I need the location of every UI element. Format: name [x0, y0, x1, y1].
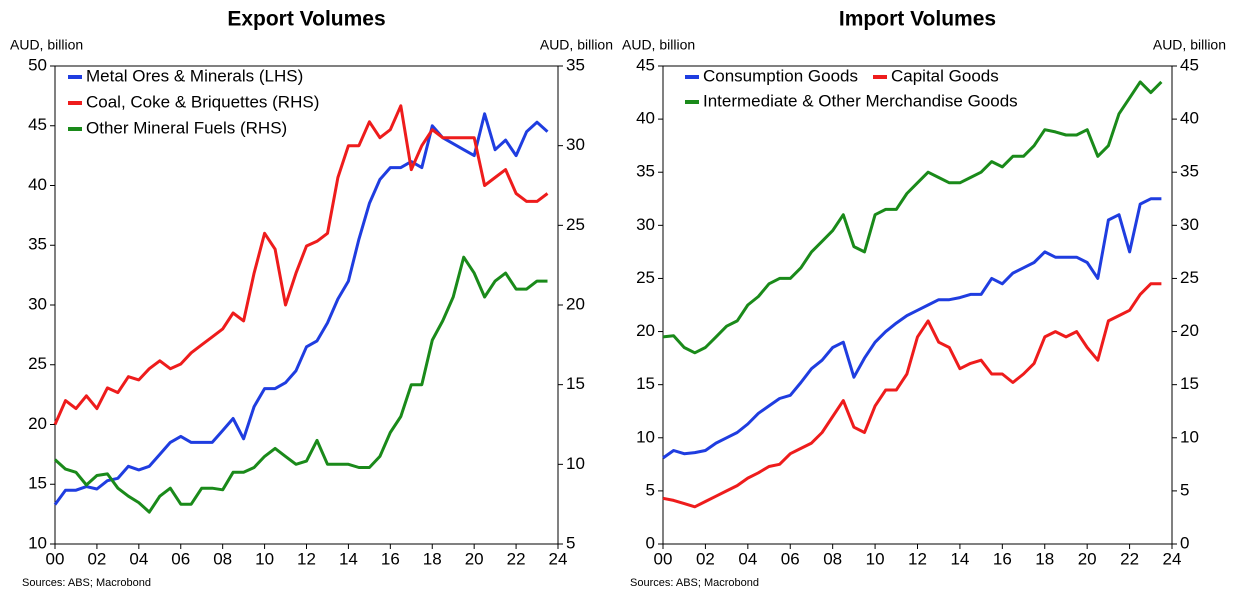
x-tick-label: 08	[823, 549, 842, 568]
y-tick-label: 30	[636, 215, 655, 234]
x-tick-label: 18	[423, 549, 442, 568]
y-tick-label: 15	[28, 474, 47, 493]
y-tick-label: 35	[28, 235, 47, 254]
x-tick-label: 00	[46, 549, 65, 568]
x-tick-label: 06	[171, 549, 190, 568]
chart-title: Export Volumes	[227, 8, 385, 31]
y-tick-label: 10	[28, 533, 47, 552]
y-tick-label: 5	[646, 480, 655, 499]
x-tick-label: 14	[339, 549, 358, 568]
x-tick-label: 10	[866, 549, 885, 568]
y-tick-label: 10	[636, 427, 655, 446]
y2-tick-label: 5	[566, 533, 575, 552]
x-tick-label: 00	[654, 549, 673, 568]
y2-tick-label: 20	[1180, 321, 1199, 340]
series-line	[662, 197, 1162, 460]
y-tick-label: 40	[636, 109, 655, 128]
y2-tick-label: 40	[1180, 109, 1199, 128]
y2-tick-label: 15	[566, 374, 585, 393]
y-tick-label: 20	[636, 321, 655, 340]
y-tick-label: 50	[28, 55, 47, 74]
y2-tick-label: 25	[566, 215, 585, 234]
chart-title: Import Volumes	[839, 8, 996, 31]
x-tick-label: 24	[549, 549, 568, 568]
y-axis-label: AUD, billion	[10, 37, 83, 53]
y2-tick-label: 5	[1180, 480, 1189, 499]
y2-tick-label: 30	[566, 135, 585, 154]
y-tick-label: 0	[646, 533, 655, 552]
legend-label: Consumption Goods	[703, 66, 858, 85]
x-tick-label: 08	[213, 549, 232, 568]
source: Sources: ABS; Macrobond	[22, 577, 151, 589]
x-tick-label: 02	[87, 549, 106, 568]
x-tick-label: 16	[381, 549, 400, 568]
y-tick-label: 25	[636, 268, 655, 287]
y2-tick-label: 25	[1180, 268, 1199, 287]
series-line	[53, 104, 549, 426]
y-tick-label: 45	[636, 55, 655, 74]
x-tick-label: 14	[950, 549, 969, 568]
x-tick-label: 22	[507, 549, 526, 568]
y2-tick-label: 0	[1180, 533, 1189, 552]
source: Sources: ABS; Macrobond	[630, 577, 759, 589]
x-tick-label: 24	[1163, 549, 1182, 568]
y-axis-label: AUD, billion	[622, 37, 695, 53]
x-tick-label: 12	[297, 549, 316, 568]
x-tick-label: 20	[465, 549, 484, 568]
y-tick-label: 35	[636, 162, 655, 181]
y-tick-label: 25	[28, 354, 47, 373]
series-line	[662, 282, 1162, 509]
y2-tick-label: 10	[1180, 427, 1199, 446]
plot-frame	[54, 65, 559, 545]
y2-tick-label: 35	[566, 55, 585, 74]
series-line	[662, 80, 1163, 355]
series-line	[53, 255, 548, 514]
legend-label: Capital Goods	[891, 66, 999, 85]
y2-tick-label: 30	[1180, 215, 1199, 234]
y-tick-label: 20	[28, 414, 47, 433]
x-tick-label: 02	[696, 549, 715, 568]
legend-label: Coal, Coke & Briquettes (RHS)	[86, 92, 319, 111]
plot-frame	[662, 65, 1173, 545]
y2-tick-label: 45	[1180, 55, 1199, 74]
y-tick-label: 45	[28, 115, 47, 134]
y-tick-label: 30	[28, 294, 47, 313]
y2-axis-label: AUD, billion	[540, 37, 613, 53]
x-tick-label: 06	[781, 549, 800, 568]
legend-label: Other Mineral Fuels (RHS)	[86, 118, 287, 137]
legend-label: Metal Ores & Minerals (LHS)	[86, 66, 303, 85]
x-tick-label: 18	[1035, 549, 1054, 568]
y-tick-label: 15	[636, 374, 655, 393]
y2-tick-label: 20	[566, 294, 585, 313]
x-tick-label: 10	[255, 549, 274, 568]
x-tick-label: 20	[1078, 549, 1097, 568]
x-tick-label: 12	[908, 549, 927, 568]
x-tick-label: 22	[1120, 549, 1139, 568]
y-tick-label: 40	[28, 175, 47, 194]
series-line	[53, 112, 549, 506]
x-tick-label: 04	[129, 549, 148, 568]
y2-tick-label: 35	[1180, 162, 1199, 181]
y2-tick-label: 15	[1180, 374, 1199, 393]
y2-axis-label: AUD, billion	[1153, 37, 1226, 53]
x-tick-label: 04	[738, 549, 757, 568]
x-tick-label: 16	[993, 549, 1012, 568]
legend-label: Intermediate & Other Merchandise Goods	[703, 91, 1018, 110]
y2-tick-label: 10	[566, 454, 585, 473]
